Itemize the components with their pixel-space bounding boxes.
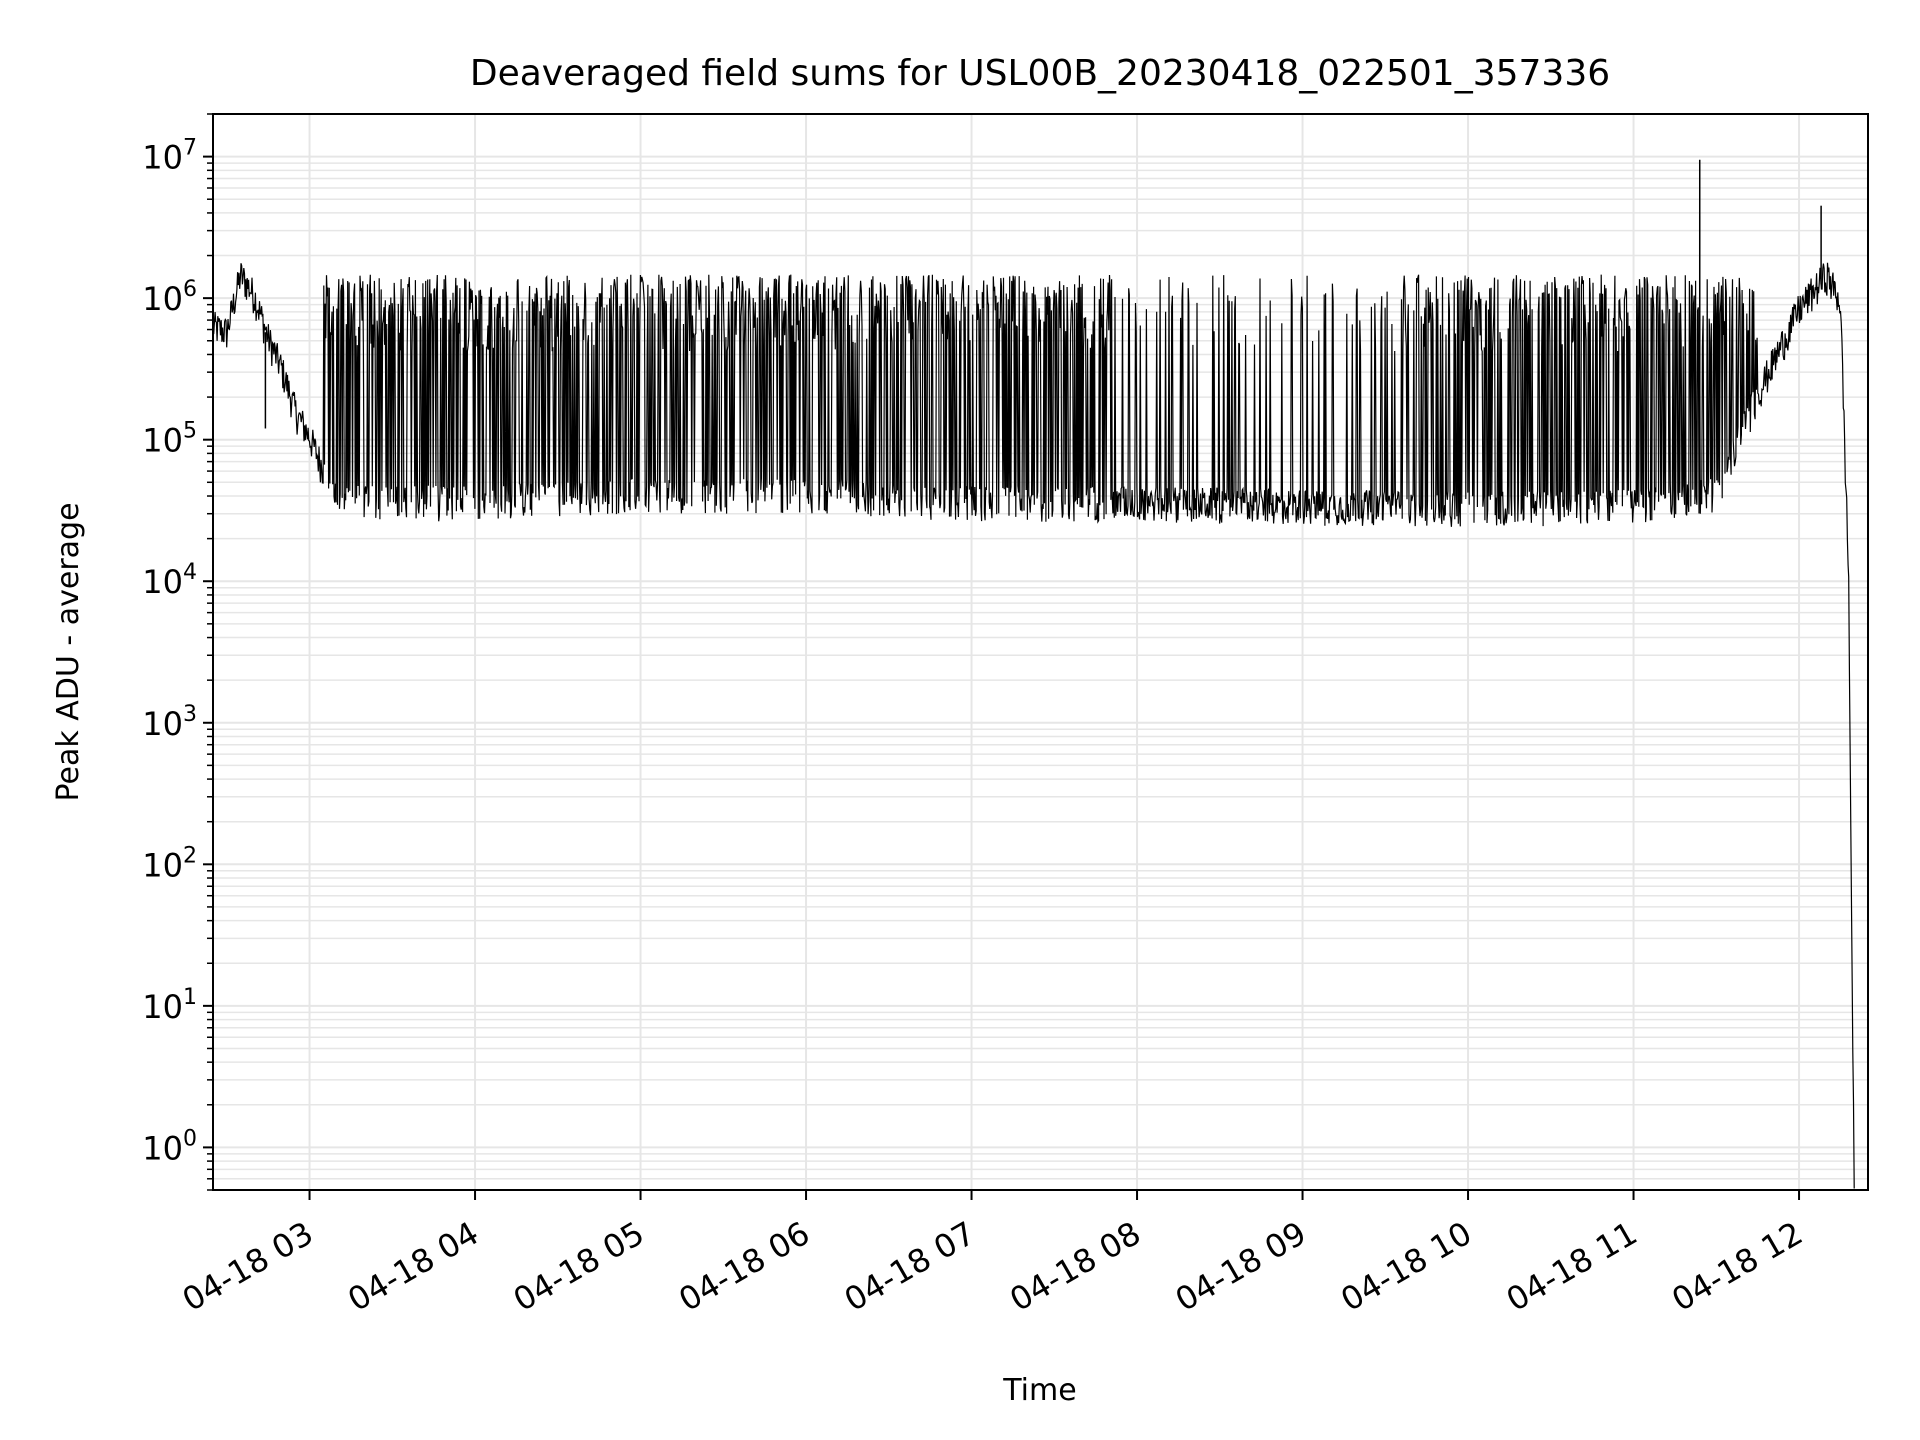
y-tick-label: 104	[142, 560, 197, 601]
x-tick-label: 04-18 09	[1169, 1214, 1313, 1319]
x-tick-label: 04-18 04	[341, 1214, 485, 1319]
x-tick-label: 04-18 08	[1003, 1214, 1147, 1319]
plot-frame	[212, 113, 1869, 1191]
x-tick-label: 04-18 12	[1665, 1214, 1809, 1319]
y-tick-label: 100	[142, 1126, 197, 1167]
y-tick-label: 107	[142, 136, 197, 177]
grid	[213, 113, 1868, 1191]
data-series-line	[212, 262, 1855, 1189]
x-tick-label: 04-18 03	[176, 1214, 320, 1319]
x-tick-label: 04-18 07	[838, 1214, 982, 1319]
data-layer	[212, 159, 1855, 1189]
y-tick-label: 103	[142, 702, 197, 743]
y-tick-label: 106	[142, 277, 197, 318]
x-tick-label: 04-18 10	[1334, 1214, 1478, 1319]
y-tick-label: 102	[142, 843, 197, 884]
y-tick-label: 101	[142, 985, 197, 1026]
x-axis-label: Time	[1002, 1373, 1076, 1408]
chart-title: Deaveraged field sums for USL00B_2023041…	[470, 53, 1610, 94]
y-tick-label: 105	[142, 419, 197, 460]
x-tick-label: 04-18 05	[507, 1214, 651, 1319]
x-tick-label: 04-18 06	[672, 1214, 816, 1319]
y-axis-label: Peak ADU - average	[51, 502, 86, 801]
x-tick-label: 04-18 11	[1500, 1214, 1644, 1319]
ticks: 100 101 102 103 104 105 106 107 04-18 03 04-18 04…	[142, 113, 1809, 1319]
